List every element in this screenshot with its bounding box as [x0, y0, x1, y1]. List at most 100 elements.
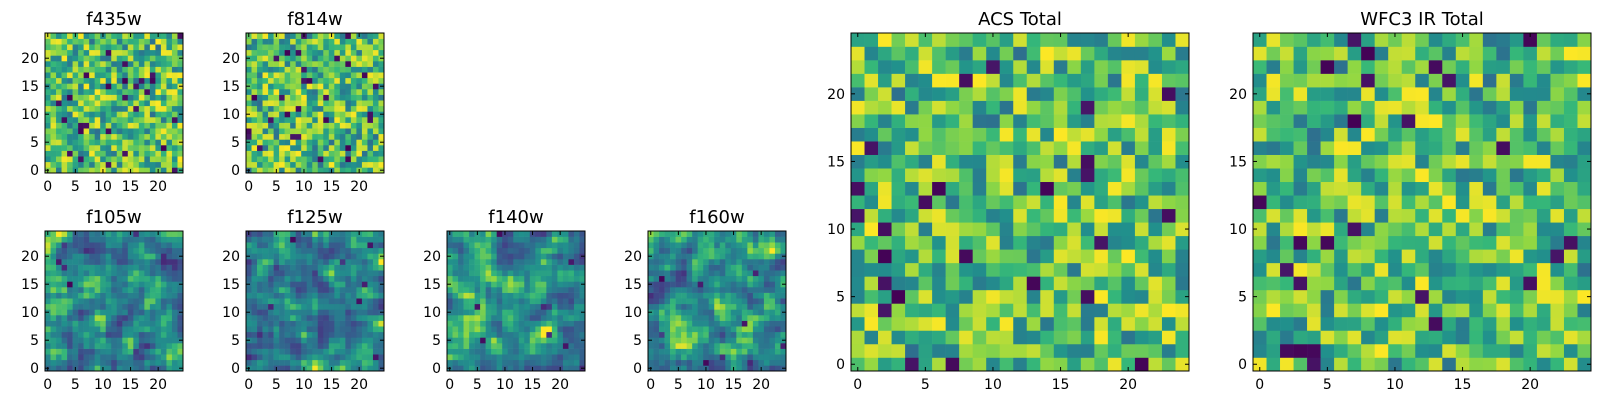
heatmap-cell: [306, 331, 313, 338]
heatmap-cell: [703, 320, 710, 327]
heatmap-cell: [116, 44, 123, 51]
heatmap-cell: [72, 38, 79, 45]
heatmap-cell: [166, 83, 173, 90]
heatmap-cell: [648, 348, 654, 355]
heatmap-cell: [1253, 303, 1267, 318]
heatmap-cell: [741, 365, 748, 372]
heatmap-cell: [529, 281, 536, 288]
heatmap-cell: [513, 331, 520, 338]
heatmap-cell: [50, 354, 57, 361]
heatmap-cell: [1577, 208, 1592, 223]
heatmap-cell: [50, 122, 57, 129]
heatmap-cell: [1040, 208, 1055, 223]
heatmap-cell: [697, 287, 704, 293]
heatmap-cell: [290, 275, 296, 282]
heatmap-cell: [262, 326, 269, 333]
heatmap-cell: [918, 33, 933, 47]
heatmap-cell: [851, 181, 865, 196]
heatmap-cell: [251, 236, 258, 243]
heatmap-cell: [513, 315, 520, 321]
heatmap-cell: [56, 247, 62, 254]
heatmap-cell: [279, 122, 285, 129]
heatmap-cell: [111, 303, 118, 310]
heatmap-cell: [105, 66, 112, 73]
heatmap-cell: [279, 133, 285, 140]
heatmap-cell: [1361, 330, 1375, 345]
heatmap-cell: [1307, 316, 1321, 331]
heatmap-cell: [681, 247, 687, 254]
y-tick-label: 15: [222, 79, 240, 95]
heatmap-cell: [367, 122, 374, 129]
heatmap-cell: [529, 292, 536, 299]
heatmap-cell: [579, 231, 586, 237]
heatmap-cell: [452, 292, 459, 299]
heatmap-cell: [122, 309, 129, 316]
heatmap-cell: [878, 195, 892, 210]
heatmap-cell: [45, 44, 51, 51]
heatmap-cell: [171, 100, 178, 107]
heatmap-cell: [279, 287, 285, 293]
heatmap-cell: [648, 259, 654, 265]
heatmap-cell: [122, 105, 129, 112]
heatmap-cell: [61, 343, 68, 349]
heatmap-cell: [166, 326, 173, 333]
heatmap-cell: [72, 348, 79, 355]
heatmap-cell: [290, 298, 296, 305]
heatmap-cell: [1550, 316, 1565, 331]
heatmap-cell: [692, 348, 698, 355]
heatmap-cell: [116, 275, 123, 282]
heatmap-cell: [50, 100, 57, 107]
heatmap-cell: [171, 139, 178, 146]
heatmap-cell: [1401, 316, 1416, 331]
heatmap-cell: [480, 253, 486, 260]
heatmap-cell: [708, 231, 715, 237]
heatmap-cell: [138, 161, 145, 168]
heatmap-cell: [334, 309, 341, 316]
heatmap-cell: [50, 111, 57, 118]
heatmap-cell: [752, 315, 759, 321]
heatmap-cell: [83, 287, 90, 293]
heatmap-cell: [1280, 249, 1294, 264]
heatmap-cell: [149, 161, 156, 168]
heatmap-cell: [127, 44, 134, 51]
heatmap-cell: [72, 287, 79, 293]
heatmap-cell: [686, 275, 693, 282]
heatmap-cell: [891, 276, 906, 291]
heatmap-cell: [986, 343, 1001, 358]
x-tick-label: 10: [295, 179, 313, 195]
heatmap-cell: [769, 354, 776, 361]
heatmap-cell: [458, 270, 464, 277]
x-tick-label: 0: [43, 179, 52, 195]
heatmap-cell: [725, 331, 732, 338]
heatmap-cell: [116, 77, 123, 84]
heatmap-cell: [144, 111, 151, 118]
heatmap-cell: [290, 44, 296, 51]
heatmap-cell: [345, 348, 352, 355]
heatmap-cell: [334, 331, 341, 338]
heatmap-cell: [714, 365, 721, 372]
heatmap-cell: [350, 33, 357, 39]
heatmap-cell: [780, 242, 787, 249]
heatmap-cell: [1536, 330, 1551, 345]
heatmap-cell: [513, 359, 520, 366]
heatmap-cell: [372, 128, 379, 135]
heatmap-cell: [328, 309, 335, 316]
heatmap-cell: [730, 320, 737, 327]
heatmap-cell: [262, 117, 269, 123]
heatmap-cell: [851, 100, 865, 115]
heatmap-cell: [959, 73, 973, 88]
heatmap-cell: [284, 167, 291, 174]
heatmap-cell: [111, 44, 118, 51]
heatmap-cell: [100, 315, 107, 321]
heatmap-cell: [752, 337, 759, 344]
heatmap-cell: [1040, 60, 1055, 74]
heatmap-cell: [339, 231, 346, 237]
heatmap-cell: [1496, 357, 1511, 372]
heatmap-cell: [551, 303, 558, 310]
heatmap-cell: [562, 331, 569, 338]
heatmap-cell: [177, 259, 184, 265]
heatmap-cell: [1161, 100, 1176, 115]
heatmap-cell: [105, 298, 112, 305]
heatmap-cell: [851, 168, 865, 183]
heatmap-cell: [1415, 276, 1430, 291]
